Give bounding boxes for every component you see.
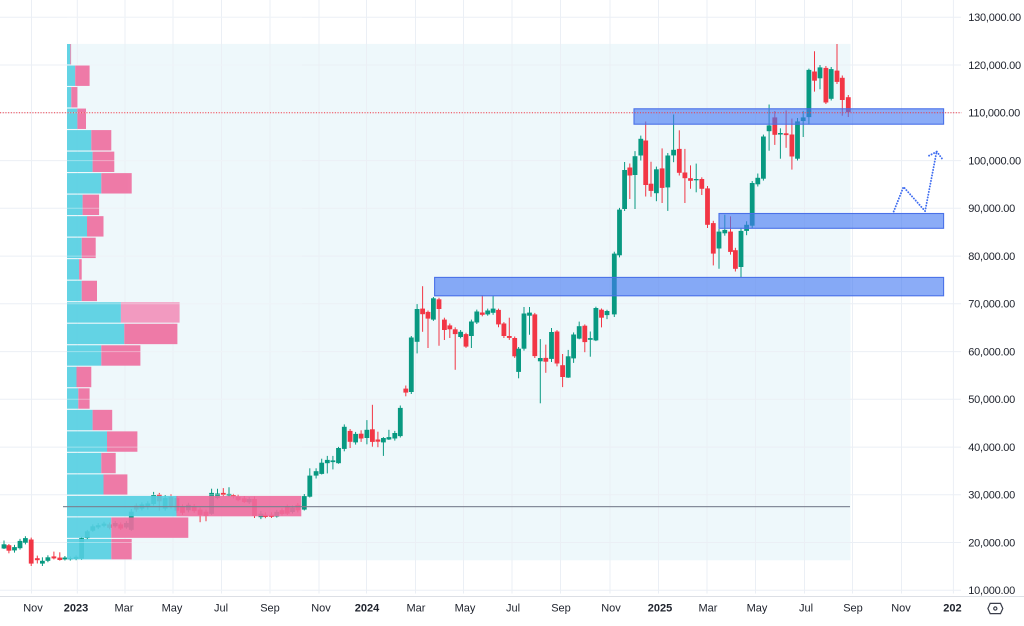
svg-text:Nov: Nov bbox=[601, 603, 621, 615]
svg-text:80,000.00: 80,000.00 bbox=[968, 251, 1015, 263]
svg-text:Nov: Nov bbox=[311, 603, 331, 615]
svg-text:Jul: Jul bbox=[799, 603, 813, 615]
svg-text:110,000.00: 110,000.00 bbox=[968, 108, 1020, 120]
svg-text:Mar: Mar bbox=[115, 603, 134, 615]
svg-text:Jul: Jul bbox=[506, 603, 520, 615]
svg-text:May: May bbox=[162, 603, 183, 615]
svg-text:130,000.00: 130,000.00 bbox=[968, 12, 1021, 24]
svg-text:90,000.00: 90,000.00 bbox=[968, 203, 1015, 215]
svg-text:40,000.00: 40,000.00 bbox=[968, 442, 1015, 454]
svg-text:May: May bbox=[747, 603, 768, 615]
svg-text:Nov: Nov bbox=[23, 603, 43, 615]
svg-text:May: May bbox=[455, 603, 476, 615]
svg-text:30,000.00: 30,000.00 bbox=[968, 490, 1015, 502]
svg-text:20,000.00: 20,000.00 bbox=[968, 537, 1015, 549]
svg-text:2023: 2023 bbox=[64, 603, 88, 615]
svg-text:Mar: Mar bbox=[407, 603, 426, 615]
svg-text:100,000.00: 100,000.00 bbox=[968, 156, 1021, 168]
svg-text:Mar: Mar bbox=[699, 603, 718, 615]
svg-text:Jul: Jul bbox=[214, 603, 228, 615]
svg-text:Sep: Sep bbox=[843, 603, 863, 615]
svg-text:120,000.00: 120,000.00 bbox=[968, 60, 1021, 72]
svg-text:50,000.00: 50,000.00 bbox=[968, 394, 1015, 406]
svg-text:2025: 2025 bbox=[648, 603, 672, 615]
svg-text:60,000.00: 60,000.00 bbox=[968, 346, 1015, 358]
svg-text:Sep: Sep bbox=[260, 603, 280, 615]
svg-text:Nov: Nov bbox=[891, 603, 911, 615]
svg-text:70,000.00: 70,000.00 bbox=[968, 299, 1015, 311]
svg-text:10,000.00: 10,000.00 bbox=[968, 585, 1015, 597]
svg-text:Sep: Sep bbox=[551, 603, 571, 615]
svg-text:2024: 2024 bbox=[355, 603, 380, 615]
